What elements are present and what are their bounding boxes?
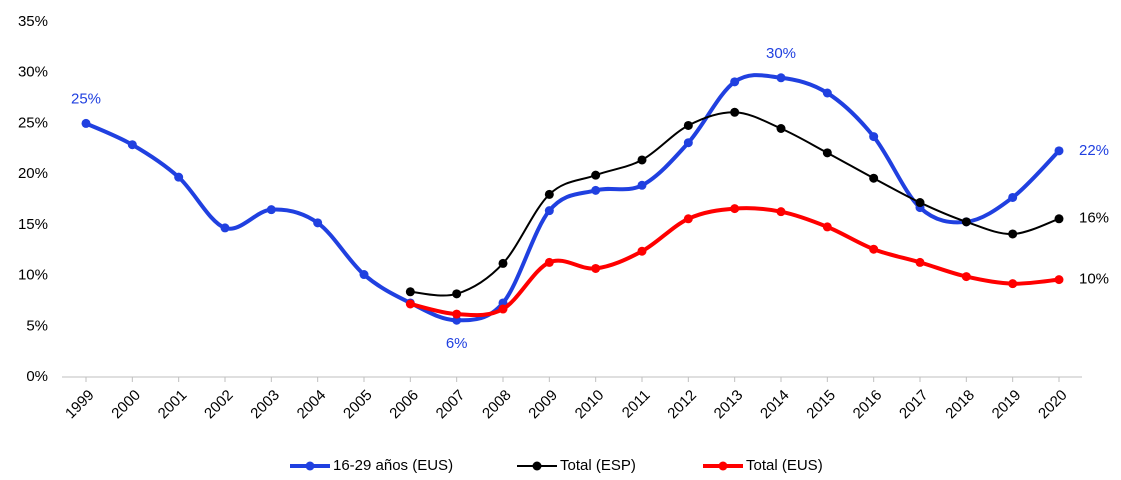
point — [915, 198, 925, 208]
x-tick-label: 2014 — [757, 387, 793, 423]
point — [822, 222, 832, 232]
point — [452, 309, 462, 319]
point — [452, 289, 462, 299]
data-label: 6% — [446, 335, 468, 352]
data-label: 30% — [766, 45, 796, 62]
x-tick-label: 2013 — [711, 387, 747, 423]
y-tick-label: 20% — [18, 165, 48, 182]
data-label: 10% — [1079, 271, 1109, 288]
point — [637, 155, 647, 165]
point — [266, 205, 276, 215]
point — [822, 148, 832, 158]
legend-item: Total (EUS) — [703, 457, 823, 474]
legend-marker — [532, 461, 542, 471]
x-tick-label: 2008 — [479, 387, 515, 423]
y-tick-label: 35% — [18, 13, 48, 30]
y-tick-label: 0% — [26, 368, 48, 385]
point — [637, 246, 647, 256]
point — [730, 107, 740, 117]
point — [544, 206, 554, 216]
legend-item: Total (ESP) — [517, 457, 636, 474]
point — [498, 304, 508, 314]
x-tick-label: 2018 — [942, 387, 978, 423]
point — [730, 204, 740, 214]
point — [1008, 192, 1018, 202]
point — [869, 173, 879, 183]
point — [1008, 279, 1018, 289]
point — [869, 132, 879, 142]
legend-label: Total (ESP) — [560, 457, 636, 474]
point — [961, 272, 971, 282]
point — [776, 207, 786, 217]
x-tick-label: 2000 — [108, 387, 144, 423]
x-tick-label: 2002 — [201, 387, 237, 423]
x-tick-label: 2012 — [664, 387, 700, 423]
point — [544, 257, 554, 267]
point — [1054, 214, 1064, 224]
point — [776, 73, 786, 83]
legend-item: 16-29 años (EUS) — [290, 457, 453, 474]
point — [730, 77, 740, 87]
point — [220, 223, 230, 233]
x-tick-label: 2006 — [386, 387, 422, 423]
point — [869, 244, 879, 254]
x-tick-label: 2010 — [572, 387, 608, 423]
point — [683, 214, 693, 224]
point — [544, 189, 554, 199]
point — [776, 124, 786, 133]
point — [1054, 275, 1064, 285]
point — [822, 88, 832, 98]
y-tick-label: 30% — [18, 64, 48, 81]
x-tick-label: 2016 — [850, 387, 886, 423]
point — [359, 270, 369, 280]
point — [405, 299, 415, 309]
series-line — [410, 111, 1060, 297]
y-tick-label: 15% — [18, 216, 48, 233]
x-tick-label: 2017 — [896, 387, 932, 423]
point — [81, 118, 91, 128]
x-tick-label: 2011 — [619, 387, 654, 422]
x-tick-label: 2020 — [1035, 387, 1071, 423]
x-tick-label: 2001 — [155, 387, 191, 423]
point — [313, 218, 323, 228]
point — [1054, 146, 1064, 156]
legend-label: Total (EUS) — [746, 457, 823, 474]
point — [961, 217, 971, 227]
point — [637, 180, 647, 190]
data-label: 22% — [1079, 142, 1109, 159]
y-tick-label: 5% — [26, 317, 48, 334]
data-label: 25% — [71, 90, 101, 107]
y-tick-label: 25% — [18, 114, 48, 131]
x-tick-label: 2005 — [340, 387, 376, 423]
legend-marker — [305, 461, 315, 471]
y-tick-label: 10% — [18, 267, 48, 284]
point — [683, 138, 693, 148]
series-line — [85, 73, 1061, 323]
legend-label: 16-29 años (EUS) — [333, 457, 453, 474]
point — [127, 140, 137, 150]
x-tick-label: 2015 — [803, 387, 839, 423]
point — [174, 172, 184, 182]
x-tick-label: 2007 — [433, 387, 469, 423]
point — [498, 258, 508, 268]
point — [683, 120, 693, 130]
x-tick-label: 2009 — [525, 387, 561, 423]
point — [405, 287, 415, 297]
point — [1008, 229, 1018, 239]
point — [591, 263, 601, 273]
x-tick-label: 2003 — [247, 387, 283, 423]
point — [591, 170, 601, 180]
data-label: 16% — [1079, 210, 1109, 227]
x-tick-label: 1999 — [62, 387, 98, 423]
point — [915, 257, 925, 267]
point — [591, 185, 601, 195]
legend-marker — [718, 461, 728, 471]
x-tick-label: 2019 — [989, 387, 1025, 423]
x-tick-label: 2004 — [294, 387, 330, 423]
